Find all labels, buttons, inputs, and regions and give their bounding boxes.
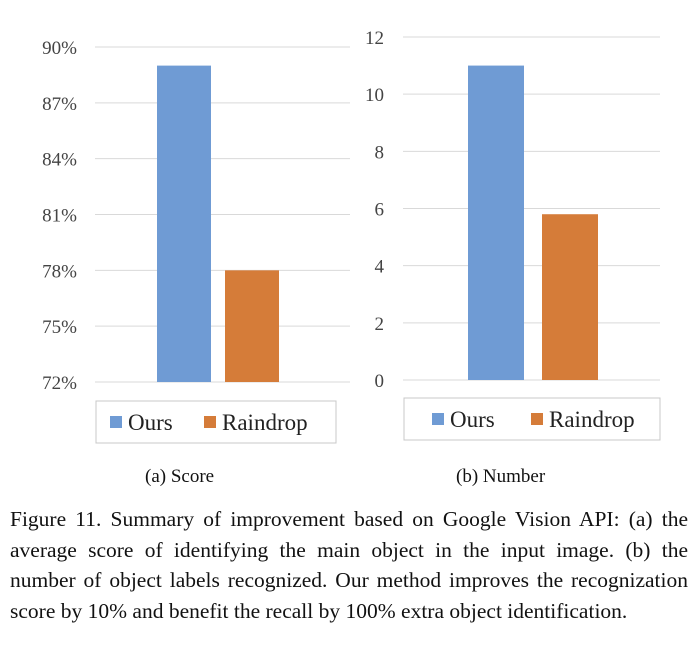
score-y-tick-label: 75%	[42, 317, 77, 338]
score-bar-raindrop	[225, 270, 279, 382]
score-y-tick-label: 72%	[42, 373, 77, 394]
number-y-tick-label: 10	[365, 85, 384, 106]
score-legend-box	[95, 400, 337, 444]
score-legend-swatch-raindrop	[204, 416, 216, 428]
number-y-tick-label: 12	[365, 28, 384, 49]
number-bar-ours	[468, 65, 524, 380]
number-legend-label-raindrop: Raindrop	[549, 407, 635, 432]
score-y-tick-label: 81%	[42, 206, 77, 227]
score-legend-swatch-ours	[110, 416, 122, 428]
score-y-tick-label: 90%	[42, 38, 77, 59]
charts-area: 72% 75% 78% 81% 84% 87% 90% Ours Raindrop 0 2 4 6 8 10…	[42, 28, 661, 444]
score-y-tick-label: 84%	[42, 150, 77, 171]
number-y-tick-label: 0	[375, 371, 385, 392]
number-y-tick-label: 4	[375, 257, 385, 278]
score-legend-label-raindrop: Raindrop	[222, 410, 308, 435]
number-y-tick-label: 2	[375, 314, 385, 335]
subcaption-score: (a) Score	[145, 466, 215, 487]
score-legend-label-ours: Ours	[128, 410, 173, 435]
number-legend-label-ours: Ours	[450, 407, 495, 432]
number-y-tick-label: 6	[375, 200, 385, 221]
number-y-tick-label: 8	[375, 142, 385, 163]
score-y-tick-label: 87%	[42, 94, 77, 115]
subcaption-number: (b) Number	[456, 466, 546, 487]
number-legend-box	[403, 397, 661, 441]
score-bar-ours	[157, 65, 211, 382]
number-legend-swatch-ours	[432, 413, 444, 425]
number-legend-swatch-raindrop	[531, 413, 543, 425]
score-y-tick-label: 78%	[42, 261, 77, 282]
figure-caption: Figure 11. Summary of improvement based …	[10, 507, 688, 623]
number-bar-raindrop	[542, 214, 598, 380]
